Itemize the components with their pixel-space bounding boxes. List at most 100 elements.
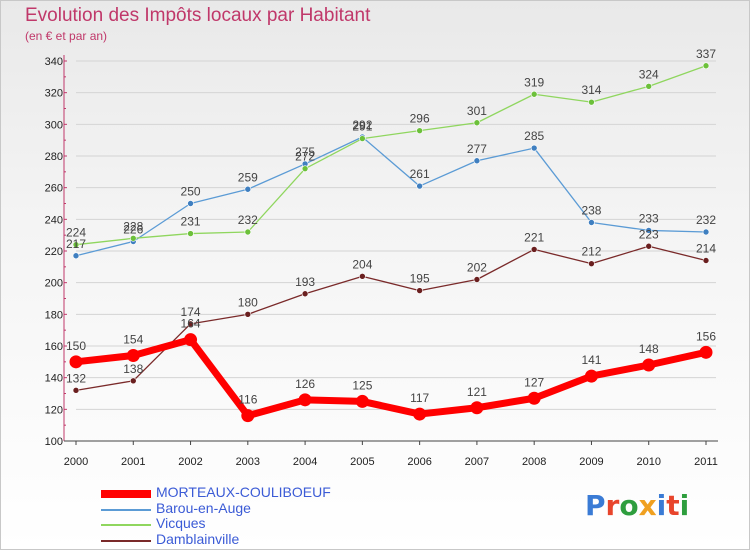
data-point-morteaux-couliboeuf	[355, 394, 369, 408]
x-tick-label: 2006	[407, 456, 431, 468]
data-point-vicques	[416, 127, 423, 134]
data-label-damblainville: 212	[581, 245, 601, 259]
legend-label: Vicques	[156, 515, 206, 531]
legend-label: Barou-en-Auge	[156, 499, 251, 516]
series-line-morteaux-couliboeuf	[72, 336, 710, 420]
data-point-morteaux-couliboeuf	[527, 391, 541, 405]
data-label-vicques: 314	[581, 83, 601, 97]
data-point-vicques	[301, 165, 309, 172]
data-point-damblainville	[129, 377, 137, 385]
y-tick-label: 140	[45, 373, 63, 385]
data-label-damblainville: 195	[410, 272, 430, 286]
data-label-damblainville: 214	[696, 242, 716, 256]
data-label-barou-en-auge: 259	[238, 170, 258, 184]
legend-swatch	[101, 508, 151, 511]
data-point-damblainville	[645, 242, 653, 250]
y-tick-label: 340	[45, 56, 63, 68]
data-label-vicques: 231	[181, 215, 201, 229]
data-label-vicques: 301	[467, 104, 487, 118]
data-label-barou-en-auge: 217	[66, 237, 86, 251]
data-point-barou-en-auge	[72, 252, 80, 260]
data-label-barou-en-auge: 226	[123, 223, 143, 237]
chart-title: Evolution des Impôts locaux par Habitant	[25, 5, 371, 26]
data-point-barou-en-auge	[187, 200, 194, 207]
y-tick-label: 320	[45, 88, 63, 100]
data-point-damblainville	[244, 311, 252, 318]
data-point-morteaux-couliboeuf	[413, 407, 427, 421]
data-label-damblainville: 132	[66, 371, 86, 385]
x-tick-label: 2001	[121, 456, 145, 468]
data-label-damblainville: 138	[123, 362, 143, 376]
x-tick-label: 2003	[236, 456, 260, 468]
data-label-morteaux-couliboeuf: 117	[410, 391, 429, 405]
legend-swatch	[101, 490, 151, 498]
brand-logo-letter: P	[585, 489, 606, 522]
data-label-barou-en-auge: 233	[639, 211, 659, 225]
data-point-morteaux-couliboeuf	[184, 333, 198, 347]
x-tick-label: 2008	[522, 456, 546, 468]
y-tick-label: 220	[45, 246, 63, 258]
axes: 100 120 140 160 180 200 220 240 260 280 300 320 340 2…	[45, 55, 718, 468]
data-label-barou-en-auge: 275	[295, 145, 315, 159]
data-label-morteaux-couliboeuf: 164	[181, 317, 201, 331]
data-point-vicques	[588, 98, 595, 106]
y-tick-label: 180	[45, 309, 63, 321]
data-point-morteaux-couliboeuf	[642, 358, 656, 372]
data-label-vicques: 319	[524, 75, 544, 89]
data-label-vicques: 232	[238, 213, 258, 227]
legend-label: MORTEAUX-COULIBOEUF	[156, 484, 331, 500]
x-tick-label: 2009	[579, 456, 603, 468]
y-tick-label: 240	[45, 214, 63, 226]
y-tick-label: 300	[45, 119, 63, 131]
x-tick-label: 2010	[636, 456, 660, 468]
data-point-barou-en-auge	[473, 157, 481, 165]
data-label-barou-en-auge: 277	[467, 142, 487, 156]
data-point-barou-en-auge	[244, 185, 252, 193]
data-label-barou-en-auge: 285	[524, 129, 544, 143]
data-label-vicques: 272	[295, 150, 315, 164]
data-label-vicques: 224	[66, 226, 86, 240]
brand-logo-letter: x	[638, 489, 657, 522]
data-label-morteaux-couliboeuf: 148	[639, 342, 659, 356]
data-label-damblainville: 202	[467, 261, 487, 275]
data-label-morteaux-couliboeuf: 126	[295, 377, 315, 391]
data-point-vicques	[702, 62, 710, 70]
data-label-barou-en-auge: 261	[410, 167, 430, 181]
data-point-morteaux-couliboeuf	[584, 369, 598, 383]
data-label-damblainville: 180	[238, 295, 258, 309]
brand-logo-letter: o	[619, 489, 639, 522]
data-label-damblainville: 223	[639, 227, 659, 241]
data-point-vicques	[359, 135, 366, 142]
y-tick-label: 100	[45, 436, 63, 448]
data-label-vicques: 296	[410, 112, 430, 126]
data-label-vicques: 291	[352, 120, 372, 134]
data-labels-layer: 217 226 250 259 275 292 261 277 285 238 233 232 224 2…	[66, 47, 716, 407]
data-point-barou-en-auge	[416, 182, 423, 190]
y-tick-label: 280	[45, 151, 63, 163]
data-point-vicques	[530, 90, 538, 98]
data-point-damblainville	[187, 320, 194, 328]
data-label-morteaux-couliboeuf: 125	[352, 378, 372, 392]
data-point-morteaux-couliboeuf	[126, 349, 140, 362]
series-line-vicques	[75, 65, 707, 246]
data-label-vicques: 228	[123, 219, 143, 233]
data-label-morteaux-couliboeuf: 127	[524, 375, 544, 389]
y-tick-label: 120	[45, 404, 63, 416]
data-label-morteaux-couliboeuf: 141	[581, 353, 601, 367]
data-point-damblainville	[301, 290, 309, 298]
data-point-damblainville	[359, 273, 366, 280]
data-label-barou-en-auge: 292	[352, 118, 372, 132]
chart-subtitle: (en € et par an)	[25, 29, 108, 43]
x-tick-label: 2004	[293, 456, 317, 468]
data-point-vicques	[473, 119, 481, 127]
data-label-barou-en-auge: 238	[581, 204, 601, 218]
data-label-vicques: 337	[696, 47, 716, 61]
legend-label: Damblainville	[156, 530, 240, 547]
x-tick-label: 2000	[64, 456, 88, 468]
y-tick-label: 160	[45, 341, 63, 353]
legend-swatch	[101, 539, 151, 542]
data-label-morteaux-couliboeuf: 154	[123, 333, 143, 347]
data-point-damblainville	[530, 246, 538, 253]
data-point-morteaux-couliboeuf	[699, 345, 713, 359]
